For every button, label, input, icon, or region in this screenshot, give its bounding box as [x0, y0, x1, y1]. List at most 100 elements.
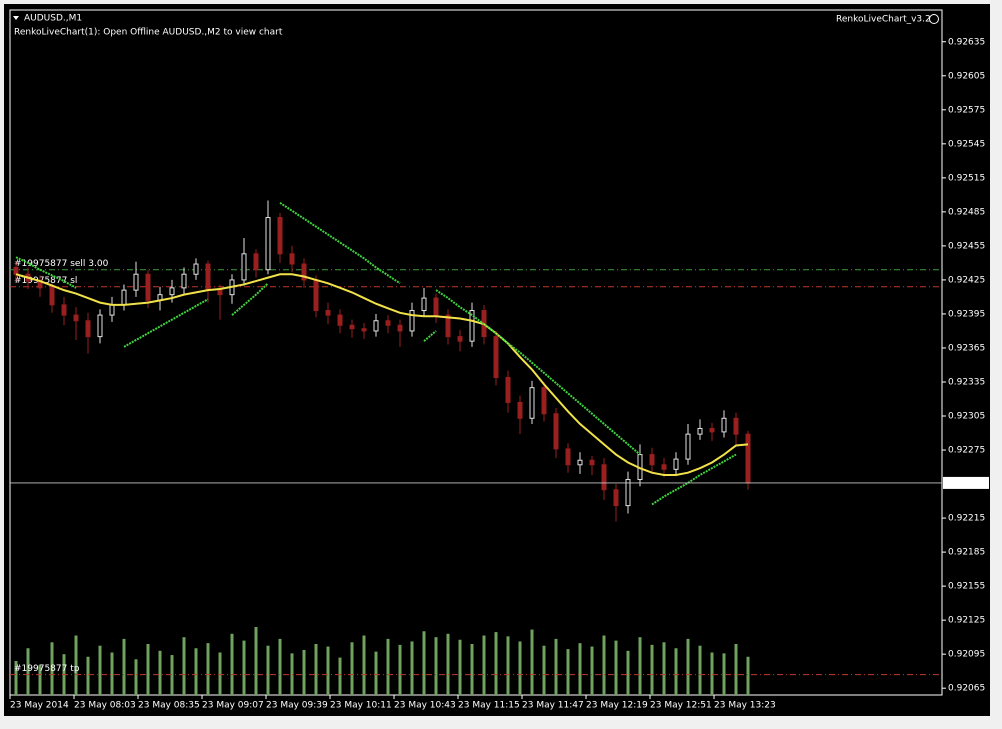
y-tick-label: 0.92575: [948, 105, 985, 115]
y-tick-label: 0.92605: [948, 71, 985, 81]
volume-bar: [674, 648, 678, 695]
candle-body: [289, 253, 295, 265]
candle-body: [349, 324, 355, 330]
x-tick-label: 23 May 12:19: [586, 701, 648, 711]
y-tick-label: 0.92155: [948, 582, 985, 592]
y-tick-label: 0.92395: [948, 309, 985, 319]
candle-body: [337, 314, 343, 326]
volume-bar: [86, 656, 90, 695]
y-tick-label: 0.92305: [948, 412, 985, 422]
candle-body: [385, 320, 391, 326]
indicator-line: [423, 330, 437, 342]
volume-bar: [26, 648, 30, 695]
indicator-label: RenkoLiveChart_v3.2: [836, 15, 931, 25]
bid-label: 0.92246: [947, 478, 984, 488]
volume-bar: [530, 629, 534, 695]
chart-subtitle: RenkoLiveChart(1): Open Offline AUDUSD.,…: [14, 28, 283, 38]
candle-body: [649, 454, 655, 466]
volume-bar: [482, 635, 486, 695]
y-tick-label: 0.92455: [948, 241, 985, 251]
x-tick-label: 23 May 09:39: [266, 701, 328, 711]
volume-bar: [302, 649, 306, 695]
volume-bar: [50, 642, 54, 695]
candle-body: [529, 387, 535, 419]
volume-bar: [626, 650, 630, 695]
volume-bar: [254, 627, 258, 695]
candle-body: [85, 320, 91, 338]
volume-bar: [122, 638, 126, 695]
indicator-line: [231, 282, 269, 316]
volume-bar: [326, 646, 330, 695]
candle-body: [301, 263, 307, 281]
plot-area: 0.92635 0.92605 0.92575 0.92545 0.92515 0.924…: [9, 37, 989, 711]
candle-body: [193, 263, 199, 275]
candle-body: [493, 336, 499, 378]
x-tick-label: 23 May 11:47: [522, 701, 584, 711]
indicator-line: [651, 453, 737, 506]
candle-body: [397, 324, 403, 332]
volume-bar: [686, 638, 690, 695]
smiley-icon: [929, 14, 939, 24]
volume-bar: [374, 651, 378, 695]
y-tick-label: 0.92125: [948, 616, 985, 626]
candle-body: [145, 273, 151, 301]
y-tick-label: 0.92545: [948, 139, 985, 149]
volume-bar: [422, 631, 426, 695]
volume-bar: [410, 641, 414, 695]
candle-body: [745, 433, 751, 484]
x-tick-label: 23 May 08:03: [74, 701, 136, 711]
indicator-line: [435, 289, 641, 456]
volume-bar: [74, 635, 78, 695]
candle-body: [181, 273, 187, 289]
x-tick-label: 23 May 10:43: [394, 701, 456, 711]
x-tick-label: 23 May 11:15: [458, 701, 520, 711]
volume-bar: [398, 644, 402, 695]
candle-body: [685, 433, 691, 460]
y-tick-label: 0.92095: [948, 650, 985, 660]
volume-bar: [314, 644, 318, 695]
candle-body: [733, 417, 739, 435]
volume-bar: [434, 637, 438, 695]
candle-body: [109, 304, 115, 316]
candle-body: [373, 320, 379, 332]
menu-arrow[interactable]: [13, 16, 19, 20]
x-tick-label: 23 May 13:23: [714, 701, 776, 711]
volume-bar: [230, 633, 234, 695]
volume-bar: [566, 649, 570, 695]
indicator-line: [279, 201, 401, 285]
chart-title: AUDUSD.,M1: [24, 14, 82, 24]
volume-bar: [638, 637, 642, 695]
candle-body: [433, 297, 439, 316]
volume-bar: [218, 652, 222, 695]
volume-bar: [614, 640, 618, 695]
volume-bar: [722, 653, 726, 695]
order-level-label: #19975877 tp: [14, 664, 80, 674]
y-tick-label: 0.92635: [948, 37, 985, 47]
order-level-label: #19975877 sl: [14, 276, 77, 286]
volume-bar: [542, 645, 546, 695]
candle-body: [577, 459, 583, 466]
candle-body: [73, 314, 79, 322]
candle-body: [133, 273, 139, 291]
y-tick-label: 0.92275: [948, 446, 985, 456]
volume-bar: [194, 648, 198, 695]
candle-body: [169, 287, 175, 296]
volume-bar: [266, 645, 270, 695]
volume-bar: [362, 635, 366, 695]
candle-body: [625, 479, 631, 507]
y-tick-label: 0.92215: [948, 514, 985, 524]
bid-box: [943, 476, 989, 489]
volume-bar: [710, 652, 714, 695]
volume-bar: [110, 652, 114, 695]
candle-body: [601, 464, 607, 491]
y-tick-label: 0.92485: [948, 207, 985, 217]
candle-body: [13, 266, 19, 275]
volume-bar: [650, 644, 654, 695]
indicator-line: [123, 298, 209, 348]
indicator-line: [15, 256, 77, 289]
candle-body: [613, 489, 619, 507]
candle-body: [361, 328, 367, 332]
volume-bar: [386, 638, 390, 695]
x-tick-label: 23 May 08:35: [138, 701, 200, 711]
y-tick-label: 0.92515: [948, 173, 985, 183]
